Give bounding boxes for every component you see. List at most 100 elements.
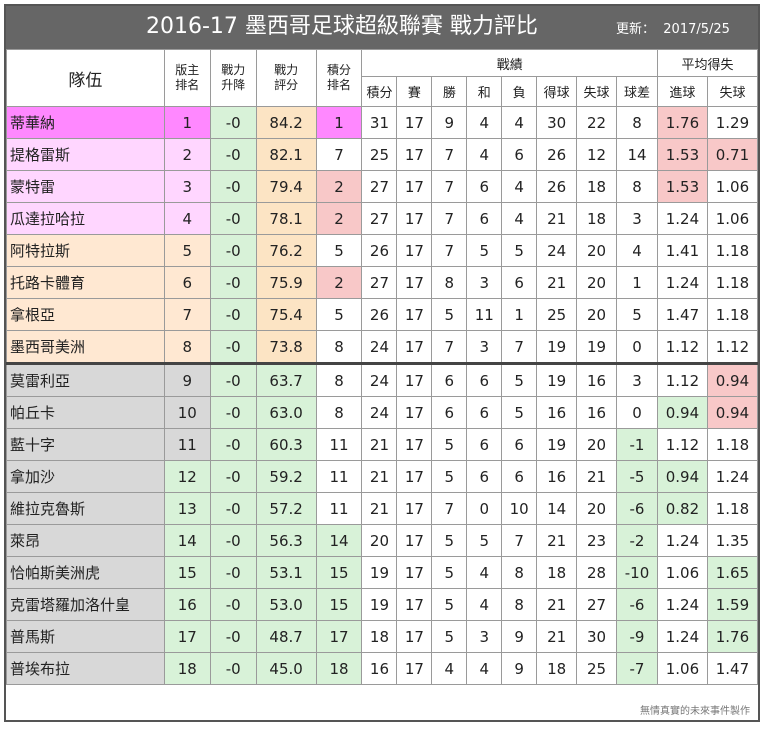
avg-goals-against: 1.18 <box>706 266 759 299</box>
team-name: 墨西哥美洲 <box>6 330 165 364</box>
goal-diff: 0 <box>616 396 658 429</box>
draws: 5 <box>466 524 503 557</box>
points: 24 <box>361 362 398 397</box>
footer-credit: 無情真實的未來事件製作 <box>640 706 750 717</box>
goals-against: 22 <box>576 106 618 139</box>
avg-goals-against: 1.24 <box>706 460 759 493</box>
power-score: 75.9 <box>255 266 317 299</box>
goals-for: 21 <box>536 266 578 299</box>
draws: 4 <box>466 106 503 139</box>
games: 17 <box>396 266 433 299</box>
goals-for: 21 <box>536 588 578 621</box>
team-name: 恰帕斯美洲虎 <box>6 556 165 589</box>
points-rank: 8 <box>315 330 363 364</box>
header-col-l: 負 <box>501 76 538 107</box>
coach-rank: 6 <box>163 266 211 299</box>
table-row: 瓜達拉哈拉 4 -0 78.1 2 27 17 7 6 4 21 18 3 1.24 1.06 <box>6 202 759 235</box>
losses: 9 <box>501 652 538 685</box>
power-score: 48.7 <box>255 620 317 653</box>
goals-against: 20 <box>576 428 618 461</box>
points: 20 <box>361 524 398 557</box>
header-points-rank: 積分 排名 <box>315 49 363 107</box>
avg-goals-against: 0.94 <box>706 396 759 429</box>
wins: 5 <box>431 460 468 493</box>
coach-rank: 10 <box>163 396 211 429</box>
goals-against: 18 <box>576 170 618 203</box>
power-score: 60.3 <box>255 428 317 461</box>
goals-for: 21 <box>536 202 578 235</box>
wins: 5 <box>431 588 468 621</box>
table-row: 墨西哥美洲 8 -0 73.8 8 24 17 7 3 7 19 19 0 1.12 1.12 <box>6 330 759 364</box>
goals-against: 27 <box>576 588 618 621</box>
avg-goals-against: 1.47 <box>706 652 759 685</box>
goal-diff: 1 <box>616 266 658 299</box>
power-change: -0 <box>209 170 257 203</box>
header-power: 戰力 評分 <box>255 49 317 107</box>
power-change: -0 <box>209 330 257 364</box>
power-score: 57.2 <box>255 492 317 525</box>
avg-goals-against: 0.71 <box>706 138 759 171</box>
avg-goals-for: 1.24 <box>656 266 708 299</box>
ranking-table: 隊伍 版主 排名 戰力 升降 戰力 評分 積分 排名 戰績 平均得失 積分 賽 勝 和 … <box>6 48 759 685</box>
wins: 5 <box>431 428 468 461</box>
table-row: 克雷塔羅加洛什皇 16 -0 53.0 15 19 17 5 4 8 21 27 -6 1.24 1.59 <box>6 588 759 621</box>
points: 27 <box>361 170 398 203</box>
team-name: 帕丘卡 <box>6 396 165 429</box>
draws: 0 <box>466 492 503 525</box>
power-score: 75.4 <box>255 298 317 331</box>
wins: 7 <box>431 170 468 203</box>
header-col-gf: 得球 <box>536 76 578 107</box>
power-change: -0 <box>209 492 257 525</box>
header-col-gp: 賽 <box>396 76 433 107</box>
title-bar: 2016-17 墨西哥足球超級聯賽 戰力評比 更新： 2017/5/25 <box>6 6 758 49</box>
games: 17 <box>396 588 433 621</box>
avg-goals-for: 1.24 <box>656 202 708 235</box>
coach-rank: 5 <box>163 234 211 267</box>
team-name: 提格雷斯 <box>6 138 165 171</box>
table-row: 恰帕斯美洲虎 15 -0 53.1 15 19 17 5 4 8 18 28 -10 1.06 1.65 <box>6 556 759 589</box>
games: 17 <box>396 556 433 589</box>
goals-against: 25 <box>576 652 618 685</box>
games: 17 <box>396 652 433 685</box>
coach-rank: 7 <box>163 298 211 331</box>
table-row: 普埃布拉 18 -0 45.0 18 16 17 4 4 9 18 25 -7 1.06 1.47 <box>6 652 759 685</box>
points-rank: 14 <box>315 524 363 557</box>
avg-goals-against: 1.18 <box>706 428 759 461</box>
power-score: 63.7 <box>255 362 317 397</box>
goal-diff: -7 <box>616 652 658 685</box>
wins: 5 <box>431 556 468 589</box>
goal-diff: 0 <box>616 330 658 364</box>
wins: 7 <box>431 138 468 171</box>
games: 17 <box>396 202 433 235</box>
team-name: 維拉克魯斯 <box>6 492 165 525</box>
coach-rank: 9 <box>163 362 211 397</box>
avg-goals-against: 1.76 <box>706 620 759 653</box>
avg-goals-against: 1.06 <box>706 202 759 235</box>
team-name: 阿特拉斯 <box>6 234 165 267</box>
wins: 7 <box>431 202 468 235</box>
avg-goals-for: 1.12 <box>656 330 708 364</box>
goals-for: 18 <box>536 556 578 589</box>
header-col-pts: 積分 <box>361 76 398 107</box>
points-rank: 8 <box>315 396 363 429</box>
header-row-2: 積分 賽 勝 和 負 得球 失球 球差 進球 失球 <box>7 76 759 107</box>
coach-rank: 12 <box>163 460 211 493</box>
team-name: 瓜達拉哈拉 <box>6 202 165 235</box>
power-score: 84.2 <box>255 106 317 139</box>
games: 17 <box>396 298 433 331</box>
team-name: 萊昂 <box>6 524 165 557</box>
points: 24 <box>361 396 398 429</box>
losses: 9 <box>501 620 538 653</box>
losses: 7 <box>501 524 538 557</box>
avg-goals-against: 1.59 <box>706 588 759 621</box>
avg-goals-against: 1.18 <box>706 234 759 267</box>
avg-goals-against: 0.94 <box>706 362 759 397</box>
power-change: -0 <box>209 556 257 589</box>
goals-for: 14 <box>536 492 578 525</box>
wins: 7 <box>431 234 468 267</box>
team-name: 克雷塔羅加洛什皇 <box>6 588 165 621</box>
team-name: 拿根亞 <box>6 298 165 331</box>
table-row: 拿根亞 7 -0 75.4 5 26 17 5 11 1 25 20 5 1.47 1.18 <box>6 298 759 331</box>
coach-rank: 3 <box>163 170 211 203</box>
coach-rank: 16 <box>163 588 211 621</box>
